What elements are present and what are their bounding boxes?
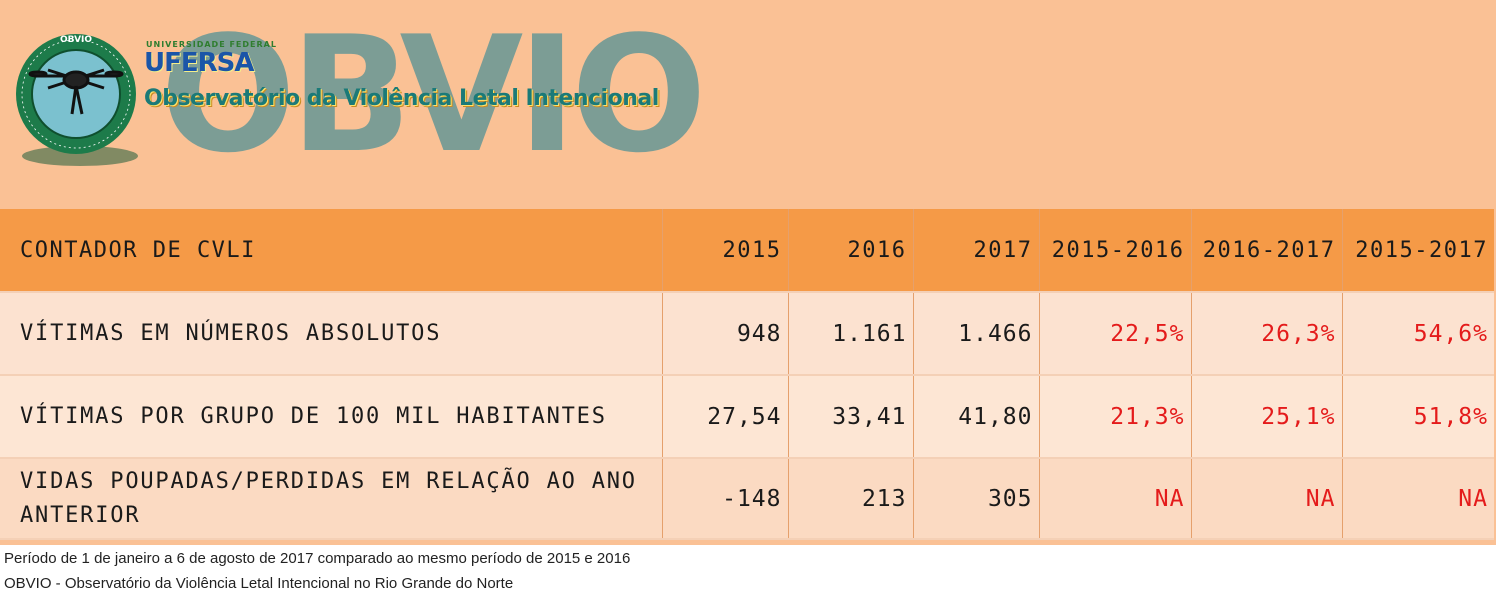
obvio-seal-logo: OBVIO bbox=[16, 34, 138, 166]
row-label: VIDAS POUPADAS/PERDIDAS EM RELAÇÃO AO AN… bbox=[0, 458, 663, 540]
cell-change: 25,1% bbox=[1191, 375, 1343, 459]
header-2015-2016: 2015-2016 bbox=[1039, 209, 1192, 293]
table-row: VÍTIMAS POR GRUPO DE 100 MIL HABITANTES … bbox=[0, 375, 1494, 459]
header-2016: 2016 bbox=[788, 209, 914, 293]
cell-value: 948 bbox=[662, 292, 789, 376]
cell-change: NA bbox=[1191, 458, 1343, 540]
cell-change: NA bbox=[1039, 458, 1192, 540]
cell-value: -148 bbox=[662, 458, 789, 540]
header-label: CONTADOR DE CVLI bbox=[0, 209, 663, 293]
cell-value: 1.466 bbox=[913, 292, 1040, 376]
cell-change: 26,3% bbox=[1191, 292, 1343, 376]
obvio-big-logo: OBVIO bbox=[160, 18, 707, 178]
cell-change: 51,8% bbox=[1342, 375, 1494, 459]
table-row: VIDAS POUPADAS/PERDIDAS EM RELAÇÃO AO AN… bbox=[0, 458, 1494, 540]
drone-icon bbox=[28, 68, 124, 115]
ufersa-subtitle: UNIVERSIDADE FEDERAL bbox=[146, 40, 277, 49]
table-row: VÍTIMAS EM NÚMEROS ABSOLUTOS 948 1.161 1… bbox=[0, 292, 1494, 376]
observatory-name: Observatório da Violência Letal Intencio… bbox=[144, 86, 659, 111]
obvio-logo-text: OBVIO bbox=[160, 18, 701, 178]
period-note: Período de 1 de janeiro a 6 de agosto de… bbox=[4, 550, 631, 567]
header-2015: 2015 bbox=[662, 209, 789, 293]
cell-value: 33,41 bbox=[788, 375, 914, 459]
cell-value: 1.161 bbox=[788, 292, 914, 376]
seal-top-text: OBVIO bbox=[60, 35, 92, 45]
row-label: VÍTIMAS POR GRUPO DE 100 MIL HABITANTES bbox=[0, 375, 663, 459]
cell-change: NA bbox=[1342, 458, 1494, 540]
footnotes: Período de 1 de janeiro a 6 de agosto de… bbox=[4, 546, 630, 596]
cell-value: 213 bbox=[788, 458, 914, 540]
header-banner: OBVIO OBVIO UNIVERSIDADE FEDERAL UFERSA … bbox=[0, 0, 1496, 208]
table-header-row: CONTADOR DE CVLI 2015 2016 2017 2015-201… bbox=[0, 209, 1494, 293]
source-note: OBVIO - Observatório da Violência Letal … bbox=[4, 575, 514, 592]
cell-value: 27,54 bbox=[662, 375, 789, 459]
header-2016-2017: 2016-2017 bbox=[1191, 209, 1343, 293]
ufersa-logo-text: UFERSA bbox=[144, 48, 255, 78]
cell-change: 21,3% bbox=[1039, 375, 1192, 459]
cvli-table: CONTADOR DE CVLI 2015 2016 2017 2015-201… bbox=[0, 209, 1494, 540]
header-2015-2017: 2015-2017 bbox=[1342, 209, 1494, 293]
cell-value: 305 bbox=[913, 458, 1040, 540]
row-label: VÍTIMAS EM NÚMEROS ABSOLUTOS bbox=[0, 292, 663, 376]
cell-change: 22,5% bbox=[1039, 292, 1192, 376]
cell-change: 54,6% bbox=[1342, 292, 1494, 376]
cell-value: 41,80 bbox=[913, 375, 1040, 459]
header-2017: 2017 bbox=[913, 209, 1040, 293]
